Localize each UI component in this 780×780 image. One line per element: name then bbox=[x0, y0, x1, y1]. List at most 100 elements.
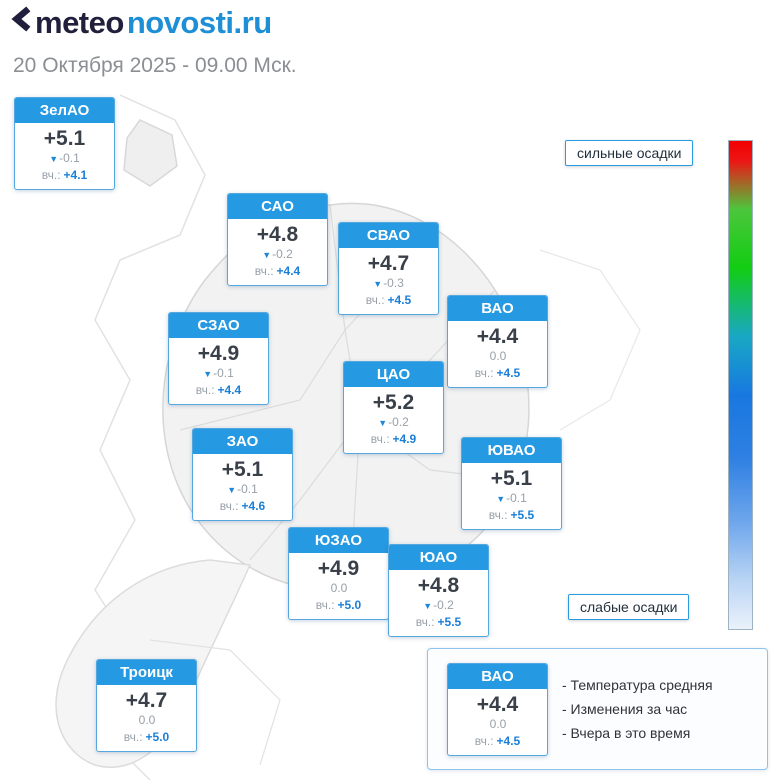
logo-text-novosti: novosti.ru bbox=[126, 5, 272, 40]
hour-change: 0.0 bbox=[97, 713, 196, 728]
district-name: ЮВАО bbox=[462, 438, 561, 463]
hour-change-value: -0.1 bbox=[213, 366, 234, 380]
district-card-cao[interactable]: ЦАО +5.2 ▼-0.2 вч.: +4.9 bbox=[343, 361, 444, 454]
district-card-troitsk[interactable]: Троицк +4.7 0.0 вч.: +5.0 bbox=[96, 659, 197, 752]
district-name: Троицк bbox=[97, 660, 196, 685]
yesterday-value: +4.4 bbox=[276, 264, 301, 278]
district-name: СЗАО bbox=[169, 313, 268, 338]
legend-sample-card: ВАО +4.4 0.0 вч.: +4.5 bbox=[447, 662, 548, 756]
yesterday-label: вч.: bbox=[219, 499, 239, 513]
logo-icon bbox=[10, 5, 32, 41]
legend-item-temperature: - Температура средняя bbox=[562, 677, 713, 693]
yesterday-row: вч.: +4.1 bbox=[15, 168, 114, 182]
yesterday-label: вч.: bbox=[41, 168, 61, 182]
district-name: ЮЗАО bbox=[289, 528, 388, 553]
hour-change: 0.0 bbox=[448, 717, 547, 732]
hour-change: ▼-0.3 bbox=[339, 276, 438, 291]
temperature-value: +4.7 bbox=[125, 689, 168, 712]
yesterday-row: вч.: +4.9 bbox=[344, 432, 443, 446]
yesterday-label: вч.: bbox=[474, 366, 494, 380]
hour-change: ▼-0.1 bbox=[193, 482, 292, 497]
yesterday-label: вч.: bbox=[474, 733, 494, 748]
district-card-yuvao[interactable]: ЮВАО +5.1 ▼-0.1 вч.: +5.5 bbox=[461, 437, 562, 530]
district-name: ВАО bbox=[448, 663, 547, 689]
district-card-svao[interactable]: СВАО +4.7 ▼-0.3 вч.: +4.5 bbox=[338, 222, 439, 315]
yesterday-value: +5.0 bbox=[145, 730, 170, 744]
temperature-value: +5.1 bbox=[490, 467, 533, 490]
yesterday-row: вч.: +4.5 bbox=[448, 366, 547, 380]
yesterday-row: вч.: +4.4 bbox=[169, 383, 268, 397]
district-card-yuzao[interactable]: ЮЗАО +4.9 0.0 вч.: +5.0 bbox=[288, 527, 389, 620]
temperature-value: +5.1 bbox=[43, 127, 86, 150]
yesterday-row: вч.: +4.5 bbox=[339, 293, 438, 307]
district-card-zelao[interactable]: ЗелАО +5.1 ▼-0.1 вч.: +4.1 bbox=[14, 97, 115, 190]
hour-change: 0.0 bbox=[448, 349, 547, 364]
yesterday-label: вч.: bbox=[415, 615, 435, 629]
down-arrow-icon: ▼ bbox=[378, 418, 388, 428]
yesterday-label: вч.: bbox=[254, 264, 274, 278]
hour-change-value: 0.0 bbox=[489, 349, 507, 363]
district-name: ЦАО bbox=[344, 362, 443, 387]
yesterday-label: вч.: bbox=[123, 730, 143, 744]
yesterday-label: вч.: bbox=[370, 432, 390, 446]
temperature-value: +4.9 bbox=[317, 557, 360, 580]
district-card-sao[interactable]: САО +4.8 ▼-0.2 вч.: +4.4 bbox=[227, 193, 328, 286]
district-name: САО bbox=[228, 194, 327, 219]
date-line: 20 Октября 2025 - 09.00 Мск. bbox=[13, 54, 297, 77]
district-name: ВАО bbox=[448, 296, 547, 321]
scale-label-weak-precipitation: слабые осадки bbox=[568, 594, 690, 620]
legend-item-yesterday: - Вчера в это время bbox=[562, 725, 691, 741]
yesterday-value: +4.9 bbox=[392, 432, 417, 446]
district-card-szao[interactable]: СЗАО +4.9 ▼-0.1 вч.: +4.4 bbox=[168, 312, 269, 405]
hour-change-value: -0.1 bbox=[506, 491, 527, 505]
logo-text-meteo: meteo bbox=[35, 5, 124, 40]
hour-change-value: -0.3 bbox=[383, 276, 404, 290]
yesterday-row: вч.: +5.5 bbox=[389, 615, 488, 629]
down-arrow-icon: ▼ bbox=[49, 154, 59, 164]
down-arrow-icon: ▼ bbox=[373, 279, 383, 289]
district-name: ЗАО bbox=[193, 429, 292, 454]
yesterday-value: +5.5 bbox=[510, 508, 535, 522]
legend-item-hour-change: - Изменения за час bbox=[562, 701, 688, 717]
hour-change-value: -0.1 bbox=[237, 482, 258, 496]
yesterday-row: вч.: +4.5 bbox=[448, 734, 547, 748]
yesterday-value: +4.4 bbox=[217, 383, 242, 397]
hour-change-value: -0.2 bbox=[388, 415, 409, 429]
yesterday-label: вч.: bbox=[195, 383, 215, 397]
hour-change-value: -0.2 bbox=[433, 598, 454, 612]
yesterday-value: +4.5 bbox=[496, 733, 521, 748]
hour-change-value: 0.0 bbox=[330, 581, 348, 595]
yesterday-row: вч.: +4.6 bbox=[193, 499, 292, 513]
hour-change-value: 0.0 bbox=[138, 713, 156, 727]
yesterday-value: +4.6 bbox=[241, 499, 266, 513]
down-arrow-icon: ▼ bbox=[496, 494, 506, 504]
yesterday-row: вч.: +5.0 bbox=[97, 730, 196, 744]
yesterday-value: +5.0 bbox=[337, 598, 362, 612]
temperature-value: +4.8 bbox=[256, 223, 299, 246]
district-card-vao[interactable]: ВАО +4.4 0.0 вч.: +4.5 bbox=[447, 295, 548, 388]
yesterday-value: +5.5 bbox=[437, 615, 462, 629]
yesterday-row: вч.: +4.4 bbox=[228, 264, 327, 278]
hour-change-value: 0.0 bbox=[489, 716, 507, 731]
district-card-yuao[interactable]: ЮАО +4.8 ▼-0.2 вч.: +5.5 bbox=[388, 544, 489, 637]
hour-change: ▼-0.1 bbox=[15, 151, 114, 166]
hour-change: ▼-0.2 bbox=[389, 598, 488, 613]
site-logo[interactable]: meteo novosti.ru bbox=[10, 5, 272, 41]
district-name: ЗелАО bbox=[15, 98, 114, 123]
temperature-value: +5.1 bbox=[221, 458, 264, 481]
down-arrow-icon: ▼ bbox=[423, 601, 433, 611]
yesterday-value: +4.1 bbox=[63, 168, 88, 182]
hour-change: ▼-0.2 bbox=[344, 415, 443, 430]
yesterday-label: вч.: bbox=[315, 598, 335, 612]
legend-items: - Температура средняя - Изменения за час… bbox=[562, 673, 713, 745]
legend-box: ВАО +4.4 0.0 вч.: +4.5 - Температура сред… bbox=[427, 648, 768, 770]
hour-change-value: -0.1 bbox=[59, 151, 80, 165]
yesterday-label: вч.: bbox=[365, 293, 385, 307]
temperature-value: +4.7 bbox=[367, 252, 410, 275]
temperature-value: +5.2 bbox=[372, 391, 415, 414]
down-arrow-icon: ▼ bbox=[227, 485, 237, 495]
district-card-zao[interactable]: ЗАО +5.1 ▼-0.1 вч.: +4.6 bbox=[192, 428, 293, 521]
hour-change: ▼-0.2 bbox=[228, 247, 327, 262]
yesterday-value: +4.5 bbox=[387, 293, 412, 307]
hour-change: ▼-0.1 bbox=[169, 366, 268, 381]
